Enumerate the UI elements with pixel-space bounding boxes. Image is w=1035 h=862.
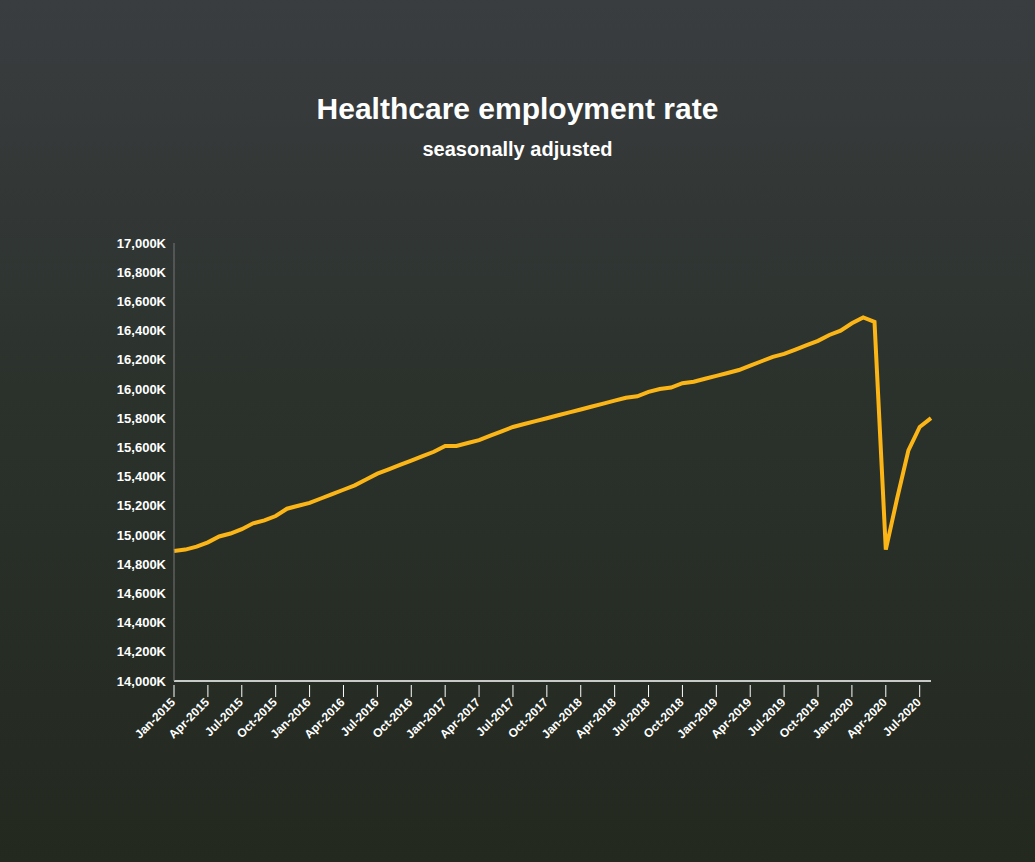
svg-text:16,200K: 16,200K bbox=[117, 352, 167, 367]
svg-text:Jul-2020: Jul-2020 bbox=[880, 695, 924, 739]
svg-text:Apr-2019: Apr-2019 bbox=[708, 695, 754, 741]
svg-text:Jul-2018: Jul-2018 bbox=[608, 695, 653, 740]
html-text:Healthcare employment rate: Healthcare employment rate bbox=[316, 92, 719, 125]
svg-text:Jan-2018: Jan-2018 bbox=[538, 695, 585, 742]
svg-text:Apr-2015: Apr-2015 bbox=[166, 695, 212, 741]
svg-text:Jan-2015: Jan-2015 bbox=[131, 695, 179, 742]
svg-text:Oct-2016: Oct-2016 bbox=[369, 695, 416, 741]
svg-text:16,800K: 16,800K bbox=[117, 265, 167, 280]
svg-text:Jul-2017: Jul-2017 bbox=[473, 695, 518, 740]
svg-text:14,800K: 14,800K bbox=[117, 557, 167, 572]
svg-text:Jan-2020: Jan-2020 bbox=[809, 695, 856, 742]
svg-text:Jan-2016: Jan-2016 bbox=[267, 695, 314, 742]
svg-text:Apr-2017: Apr-2017 bbox=[437, 695, 483, 741]
svg-text:15,200K: 15,200K bbox=[117, 498, 167, 513]
svg-text:14,400K: 14,400K bbox=[117, 615, 167, 630]
svg-text:16,000K: 16,000K bbox=[117, 382, 167, 397]
svg-text:16,400K: 16,400K bbox=[117, 323, 167, 338]
svg-text:Oct-2015: Oct-2015 bbox=[234, 695, 280, 741]
svg-text:Jul-2015: Jul-2015 bbox=[202, 695, 246, 740]
svg-text:Apr-2020: Apr-2020 bbox=[844, 695, 890, 741]
svg-text:14,000K: 14,000K bbox=[117, 674, 167, 689]
svg-text:15,600K: 15,600K bbox=[117, 440, 167, 455]
svg-text:14,600K: 14,600K bbox=[117, 586, 167, 601]
svg-text:Jan-2019: Jan-2019 bbox=[674, 695, 721, 742]
svg-text:Oct-2017: Oct-2017 bbox=[505, 695, 551, 741]
svg-text:16,600K: 16,600K bbox=[117, 294, 167, 309]
svg-text:15,000K: 15,000K bbox=[117, 528, 167, 543]
svg-text:14,200K: 14,200K bbox=[117, 644, 167, 659]
svg-text:17,000K: 17,000K bbox=[117, 236, 167, 251]
svg-text:Oct-2019: Oct-2019 bbox=[776, 695, 823, 741]
svg-text:Apr-2018: Apr-2018 bbox=[573, 695, 619, 741]
html-text:seasonally adjusted: seasonally adjusted bbox=[422, 138, 613, 160]
svg-text:15,400K: 15,400K bbox=[117, 469, 167, 484]
svg-text:15,800K: 15,800K bbox=[117, 411, 167, 426]
svg-text:Jan-2017: Jan-2017 bbox=[403, 695, 450, 742]
svg-text:Oct-2018: Oct-2018 bbox=[640, 695, 687, 741]
svg-text:Jul-2016: Jul-2016 bbox=[337, 695, 382, 740]
svg-text:Jul-2019: Jul-2019 bbox=[744, 695, 789, 740]
svg-text:Apr-2016: Apr-2016 bbox=[301, 695, 347, 741]
